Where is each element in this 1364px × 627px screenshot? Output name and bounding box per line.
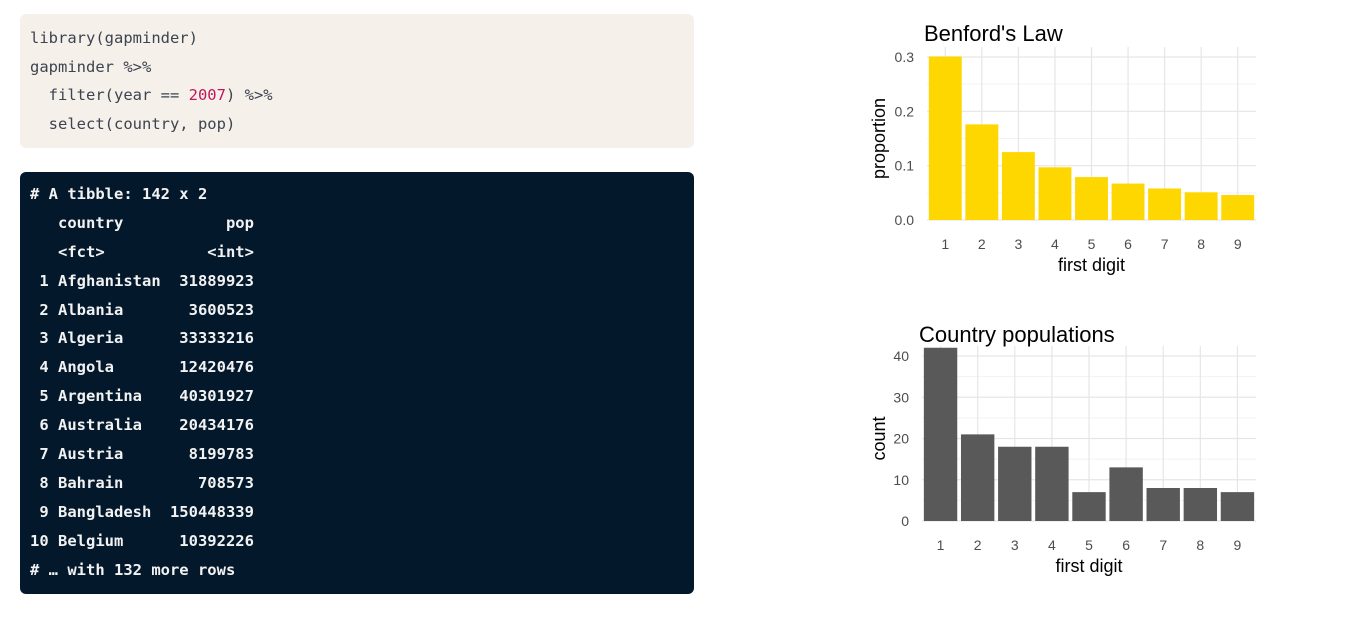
x-tick-label: 9 [1234, 537, 1242, 553]
code-block: library(gapminder) gapminder %>% filter(… [20, 14, 694, 148]
benford-chart: 0.0 0.1 0.2 0.3 1 2 3 4 5 6 7 8 9 first digit proporti… [869, 21, 1256, 275]
bar [1075, 177, 1108, 220]
code-line: gapminder %>% [30, 57, 152, 76]
chart-title: Benford's Law [924, 21, 1063, 46]
y-tick-label: 40 [893, 348, 909, 364]
output-row: 8 Bahrain 708573 [30, 473, 254, 492]
bar [1184, 192, 1218, 220]
bar [1220, 492, 1255, 521]
output-row: 4 Angola 12420476 [30, 358, 254, 377]
code-line: select(country, pop) [30, 115, 236, 134]
x-tick-label: 7 [1161, 236, 1169, 252]
x-axis-label: first digit [1055, 556, 1122, 576]
output-row: 5 Argentina 40301927 [30, 387, 254, 406]
bar [965, 124, 999, 220]
bar [1221, 195, 1255, 220]
bar [1035, 446, 1069, 521]
x-tick-label: 9 [1234, 236, 1242, 252]
output-header: # A tibble: 142 x 2 [30, 185, 208, 203]
y-tick-label: 0.2 [895, 103, 915, 119]
x-tick-label: 1 [941, 236, 949, 252]
bar [1148, 188, 1182, 220]
y-tick-label: 30 [893, 389, 909, 405]
x-tick-label: 4 [1051, 236, 1059, 252]
bar [998, 446, 1032, 521]
y-tick-label: 0.0 [895, 212, 915, 228]
x-tick-label: 2 [978, 236, 986, 252]
x-tick-label: 6 [1122, 537, 1130, 553]
y-tick-label: 10 [893, 472, 909, 488]
y-tick-label: 20 [893, 431, 909, 447]
x-tick-label: 6 [1124, 236, 1132, 252]
x-tick-label: 2 [974, 537, 982, 553]
output-col-names: country pop [30, 213, 254, 232]
x-tick-label: 8 [1196, 537, 1204, 553]
bar [1038, 167, 1072, 220]
output-row: 3 Algeria 33333216 [30, 329, 254, 348]
x-tick-label: 3 [1014, 236, 1022, 252]
x-tick-label: 3 [1011, 537, 1019, 553]
bar [1111, 183, 1145, 220]
output-col-types: <fct> <int> [30, 242, 254, 261]
x-tick-label: 8 [1197, 236, 1205, 252]
code-text: filter(year == [30, 86, 189, 105]
x-tick-label: 1 [937, 537, 945, 553]
output-row: 6 Australia 20434176 [30, 416, 254, 435]
x-tick-label: 5 [1088, 236, 1096, 252]
output-row: 1 Afghanistan 31889923 [30, 271, 254, 290]
y-tick-label: 0 [901, 513, 909, 529]
output-row: 2 Albania 3600523 [30, 300, 254, 319]
x-axis-label: first digit [1058, 255, 1125, 275]
output-row: 9 Bangladesh 150448339 [30, 502, 254, 521]
bar [1146, 488, 1180, 521]
code-line: library(gapminder) [30, 29, 198, 47]
bar [960, 434, 995, 521]
y-tick-label: 0.1 [895, 158, 915, 174]
bar [928, 56, 962, 220]
y-axis-label: count [869, 416, 889, 460]
x-tick-label: 4 [1048, 537, 1056, 553]
x-tick-label: 7 [1159, 537, 1167, 553]
y-axis-label: proportion [869, 98, 889, 179]
chart-title: Country populations [919, 322, 1115, 347]
output-row: 7 Austria 8199783 [30, 445, 254, 464]
code-text: ) %>% [225, 86, 273, 105]
y-tick-label: 0.3 [895, 49, 915, 65]
code-number: 2007 [188, 86, 226, 105]
bar [923, 347, 958, 521]
console-output: # A tibble: 142 x 2 country pop <fct> <i… [20, 172, 694, 594]
code-line: filter(year == 2007) %>% [30, 81, 684, 110]
bar [1001, 152, 1035, 220]
output-footer: # … with 132 more rows [30, 560, 236, 579]
x-tick-label: 5 [1085, 537, 1093, 553]
country-populations-chart: 0 10 20 30 40 1 2 3 4 5 6 7 8 9 first digit count Countr… [869, 322, 1256, 576]
bar [1109, 467, 1143, 521]
bar [1072, 492, 1106, 521]
output-row: 10 Belgium 10392226 [30, 531, 254, 550]
bar [1183, 488, 1218, 521]
